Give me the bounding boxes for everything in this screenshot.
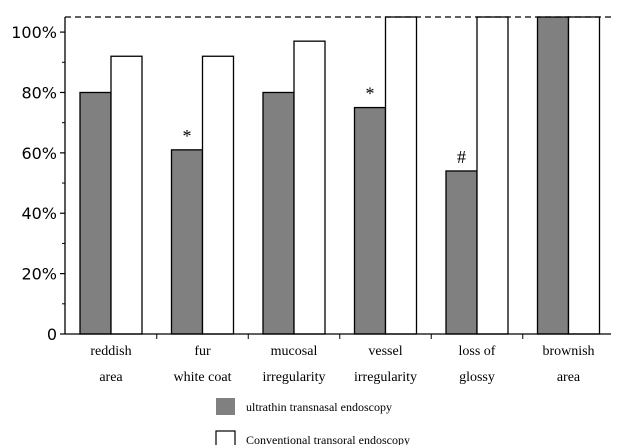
x-category-label: fur xyxy=(194,344,211,359)
bar-series-1 xyxy=(384,16,418,335)
bars-group xyxy=(79,16,601,339)
annotations-group: * * # xyxy=(183,84,467,167)
bar-series-0 xyxy=(79,91,112,335)
x-category-label: brownish xyxy=(542,344,594,359)
x-category-label: reddish xyxy=(90,344,131,359)
significance-marker: * xyxy=(183,126,192,146)
bar-series-0 xyxy=(262,91,295,335)
y-tick-label: 60% xyxy=(21,144,57,163)
bar-series-0 xyxy=(445,170,478,335)
y-ticks-group: 0 20% 40% 60% 80% 100% xyxy=(11,23,65,344)
bar-series-0 xyxy=(536,16,570,335)
legend-label-1: Conventional transoral endoscopy xyxy=(246,433,410,445)
bar-series-0 xyxy=(170,149,204,335)
bar-series-1 xyxy=(110,55,143,335)
y-tick-label: 0 xyxy=(47,325,57,344)
bar-series-1 xyxy=(476,16,509,335)
x-category-label: mucosal xyxy=(271,344,318,359)
significance-marker: # xyxy=(457,147,466,167)
significance-marker: * xyxy=(366,84,375,104)
bar-series-1 xyxy=(293,40,326,335)
y-tick-label: 80% xyxy=(21,83,57,102)
legend: ultrathin transnasal endoscopy Convention… xyxy=(215,398,410,445)
x-category-label: area xyxy=(557,370,581,385)
legend-swatch-0 xyxy=(216,398,235,415)
x-category-label: glossy xyxy=(459,370,495,385)
bar-series-1 xyxy=(201,55,235,335)
x-category-label: irregularity xyxy=(263,370,326,385)
x-category-label: vessel xyxy=(368,344,402,359)
x-category-label: irregularity xyxy=(354,370,417,385)
legend-swatch-1 xyxy=(215,430,236,445)
y-tick-label: 100% xyxy=(11,23,57,42)
x-category-label: loss of xyxy=(459,344,496,359)
y-tick-label: 20% xyxy=(21,265,57,284)
legend-label-0: ultrathin transnasal endoscopy xyxy=(246,400,392,414)
x-category-label: area xyxy=(99,370,123,385)
axes-group xyxy=(64,16,611,335)
bar-series-1 xyxy=(567,16,601,335)
bar-series-0 xyxy=(353,106,387,335)
y-tick-label: 40% xyxy=(21,204,57,223)
x-category-label: white coat xyxy=(174,370,232,385)
x-labels-group: reddish area fur white coat mucosal irregular… xyxy=(90,344,594,385)
